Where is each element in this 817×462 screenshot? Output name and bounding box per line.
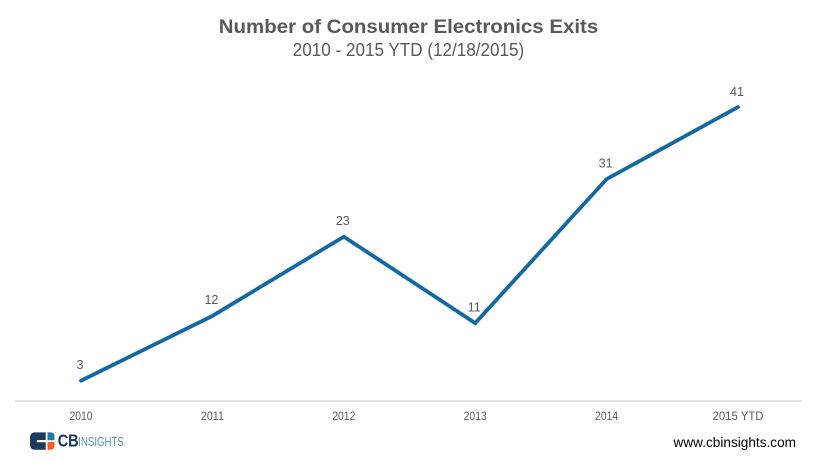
svg-text:INSIGHTS: INSIGHTS xyxy=(78,435,124,449)
svg-text:31: 31 xyxy=(599,157,613,171)
svg-text:23: 23 xyxy=(336,214,350,228)
svg-text:2011: 2011 xyxy=(201,409,224,423)
svg-text:2010: 2010 xyxy=(69,409,92,423)
svg-text:2013: 2013 xyxy=(464,409,487,423)
svg-text:2015 YTD: 2015 YTD xyxy=(713,409,764,423)
svg-text:3: 3 xyxy=(77,358,84,372)
svg-text:41: 41 xyxy=(730,85,744,99)
svg-text:www.cbinsights.com: www.cbinsights.com xyxy=(672,435,796,450)
svg-text:CB: CB xyxy=(58,431,79,451)
svg-text:Number of Consumer Electronics: Number of Consumer Electronics Exits xyxy=(219,16,599,38)
svg-text:11: 11 xyxy=(468,300,481,314)
svg-text:12: 12 xyxy=(204,293,218,307)
svg-text:2010 - 2015 YTD (12/18/2015): 2010 - 2015 YTD (12/18/2015) xyxy=(293,40,525,60)
svg-text:2012: 2012 xyxy=(332,409,355,423)
svg-text:2014: 2014 xyxy=(595,409,618,423)
